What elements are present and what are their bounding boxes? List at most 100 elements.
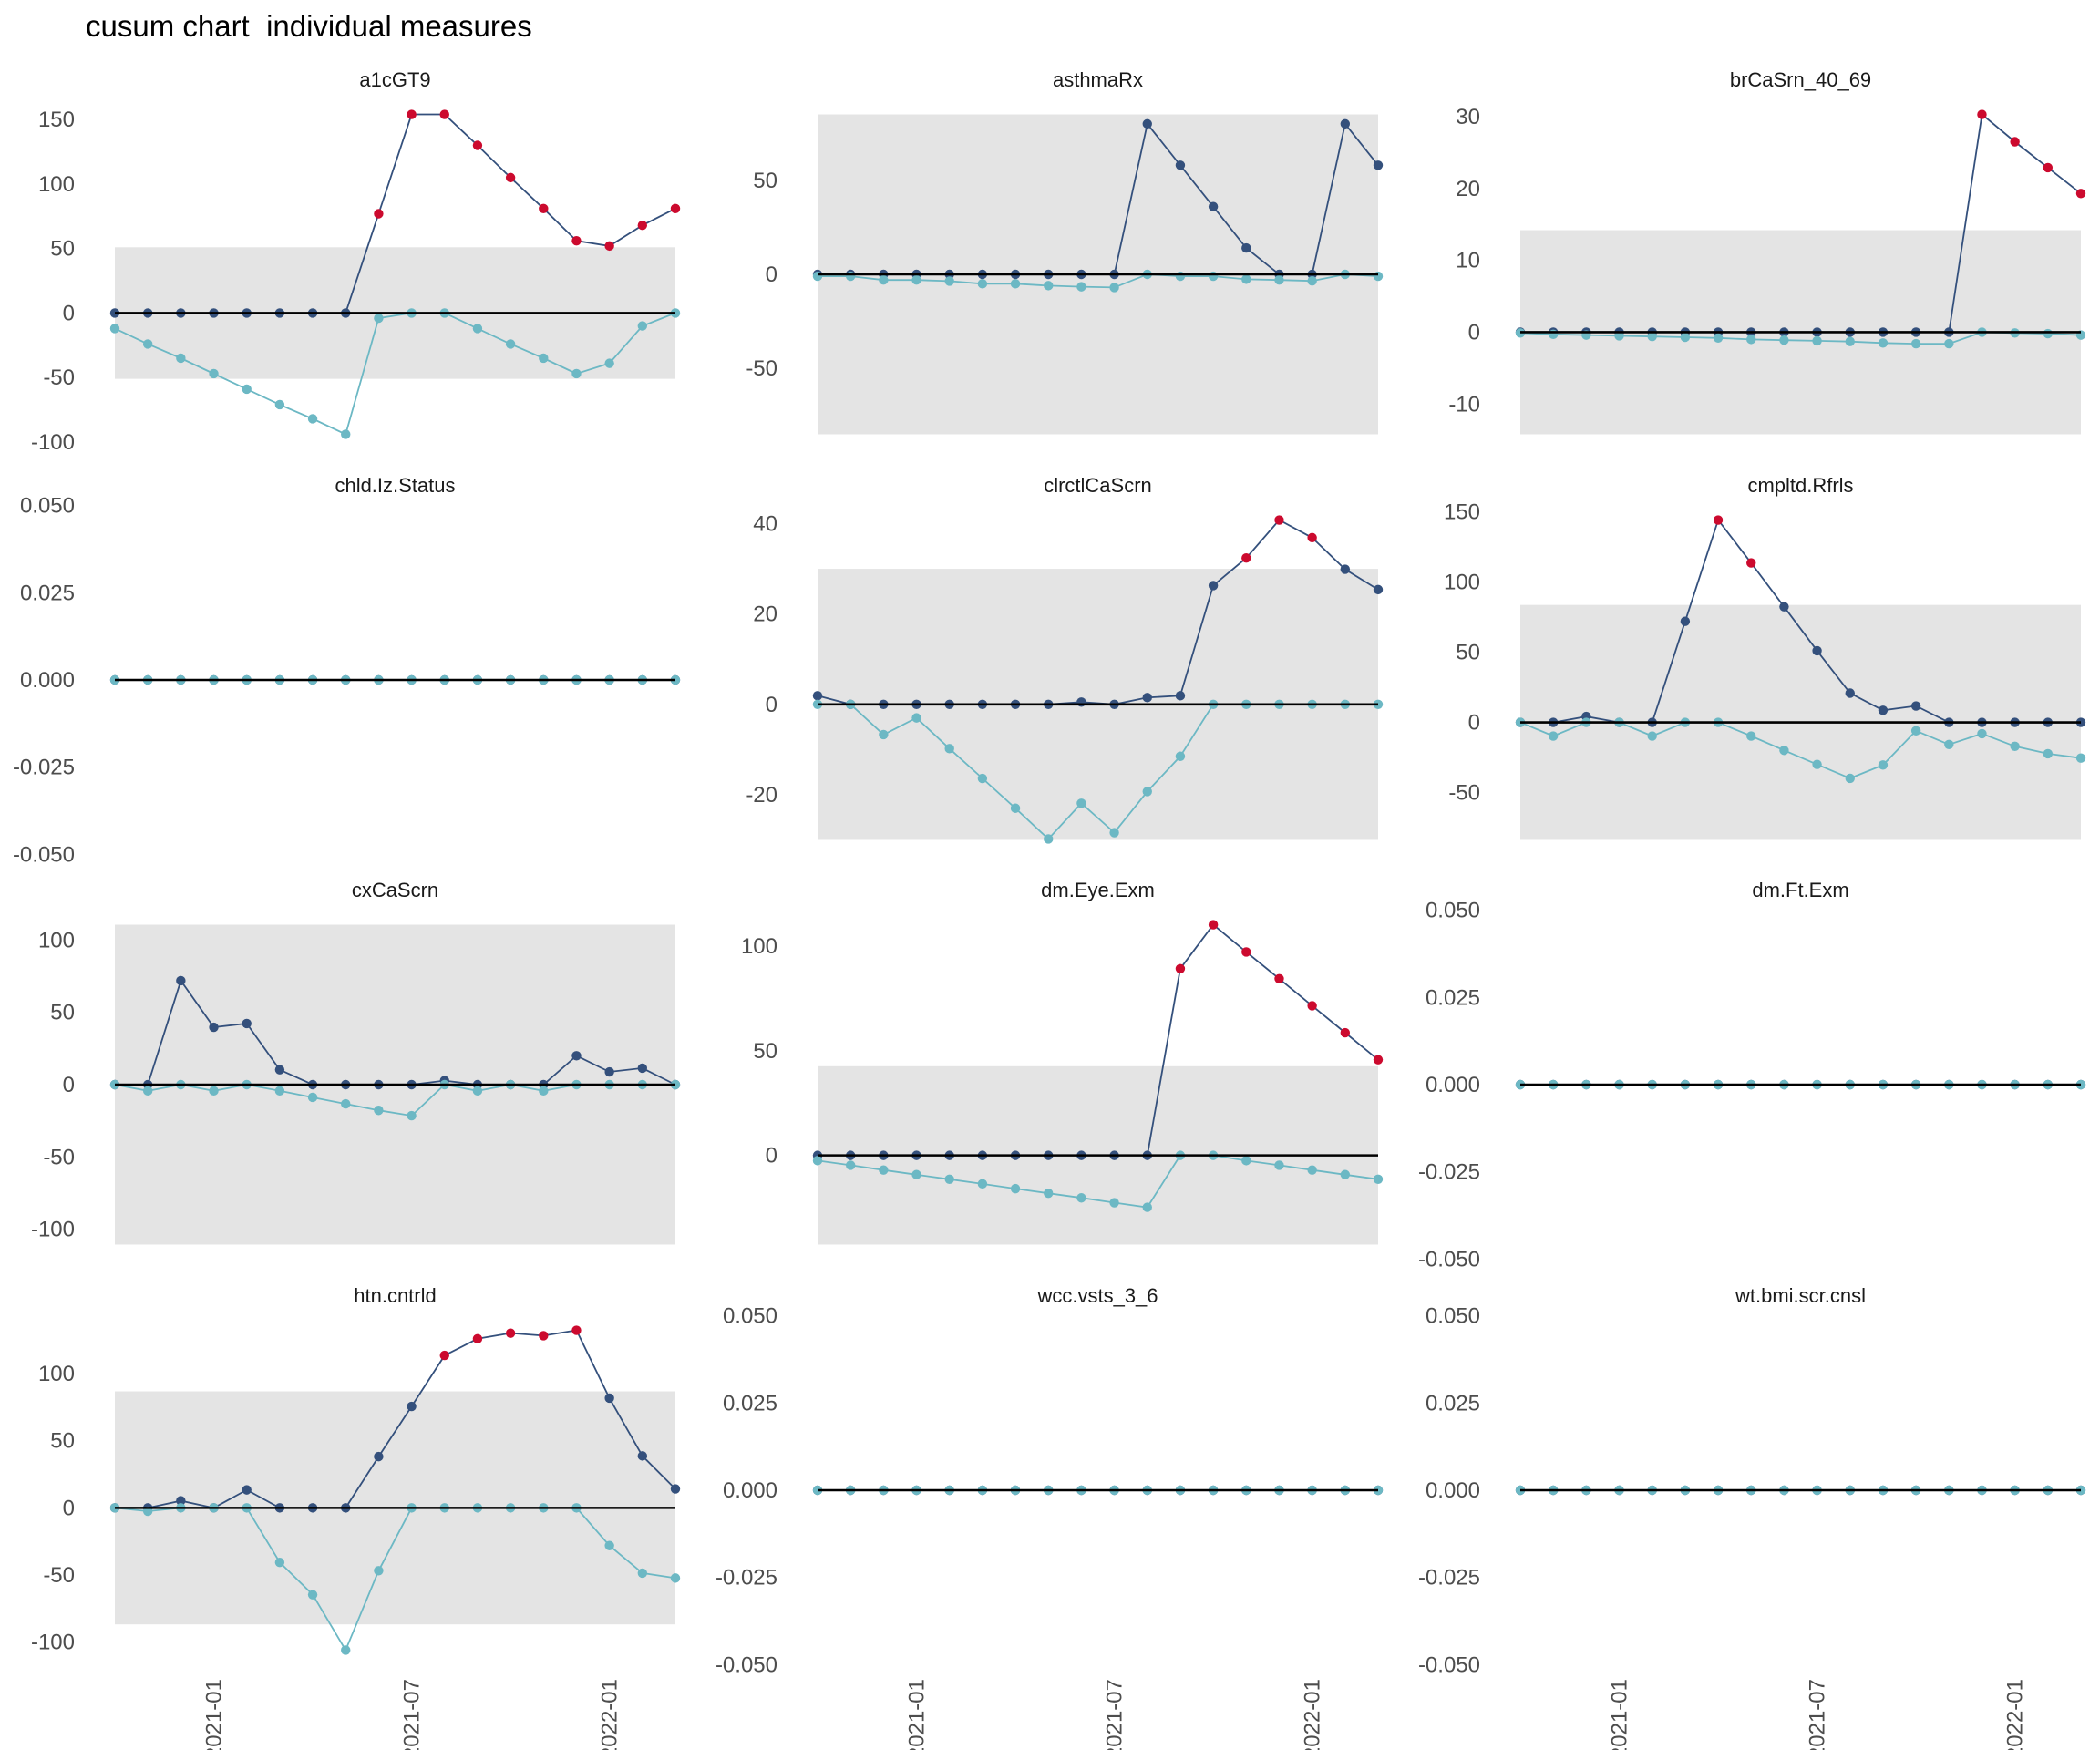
- lower-cusum-point: [1845, 773, 1855, 784]
- y-tick-label: 50: [1456, 640, 1480, 664]
- upper-cusum-point: [1340, 118, 1351, 129]
- y-tick-label: -50: [43, 1145, 75, 1169]
- lower-cusum-point: [1010, 1183, 1021, 1194]
- lower-cusum-point: [1241, 274, 1251, 284]
- lower-cusum-point: [604, 358, 614, 368]
- upper-cusum-point: [209, 1022, 219, 1033]
- y-tick-label: 0: [63, 301, 75, 325]
- lower-cusum-point: [374, 313, 384, 324]
- out-of-control-point: [539, 203, 549, 214]
- lower-cusum-point: [1175, 271, 1186, 282]
- lower-cusum-point: [1076, 1193, 1086, 1203]
- upper-cusum-point: [670, 1484, 681, 1494]
- lower-cusum-point: [1241, 1156, 1251, 1166]
- lower-cusum-point: [307, 414, 318, 424]
- y-tick-label: -50: [746, 356, 777, 381]
- y-tick-label: -50: [1448, 781, 1480, 806]
- panel-title: brCaSrn_40_69: [1730, 68, 1871, 91]
- y-tick-label: 0.025: [1426, 985, 1480, 1010]
- out-of-control-point: [505, 1328, 516, 1338]
- y-tick-label: -100: [31, 430, 75, 455]
- upper-cusum-point: [407, 1401, 417, 1412]
- x-tick-label: 2021-07: [1103, 1679, 1127, 1750]
- lower-cusum-point: [845, 271, 856, 282]
- facet-panel: htn.cntrld -100 -50 0 50 100 2021-01 2021-07 202…: [31, 1284, 681, 1750]
- lower-cusum-point: [1548, 731, 1559, 741]
- lower-cusum-point: [911, 274, 921, 285]
- lower-cusum-point: [977, 773, 988, 784]
- out-of-control-point: [637, 221, 648, 231]
- out-of-control-point: [374, 209, 384, 219]
- y-tick-label: -0.050: [13, 842, 75, 867]
- lower-cusum-point: [1910, 338, 1921, 349]
- lower-cusum-line: [817, 1154, 1379, 1209]
- out-of-control-point: [2043, 162, 2054, 173]
- upper-cusum-point: [1812, 645, 1822, 656]
- lower-cusum-point: [1647, 731, 1657, 741]
- y-tick-label: -0.050: [1418, 1247, 1480, 1271]
- lower-cusum-point: [977, 1179, 988, 1189]
- facet-panel: wt.bmi.scr.cnsl -0.050 -0.025 0.000 0.025 0.0…: [1418, 1284, 2086, 1750]
- lower-cusum-point: [209, 1086, 219, 1096]
- lower-cusum-point: [1812, 759, 1822, 769]
- lower-cusum-point: [1142, 1202, 1152, 1212]
- lower-cusum-point: [879, 274, 889, 285]
- lower-cusum-point: [374, 1566, 384, 1576]
- y-tick-label: -0.025: [13, 756, 75, 780]
- y-tick-label: 0: [766, 262, 777, 287]
- lower-cusum-point: [209, 368, 219, 379]
- out-of-control-point: [439, 109, 449, 119]
- facet-panel: a1cGT9 -100 -50 0 50 100 150: [31, 68, 681, 455]
- lower-cusum-point: [944, 276, 954, 286]
- lower-cusum-point: [1175, 751, 1186, 761]
- upper-cusum-point: [1175, 691, 1186, 701]
- lower-cusum-point: [1274, 274, 1284, 285]
- lower-cusum-point: [307, 1590, 318, 1600]
- lower-cusum-point: [1944, 739, 1954, 749]
- lower-cusum-point: [1977, 728, 1987, 739]
- x-tick-label: 2022-01: [598, 1679, 623, 1750]
- facet-panel: brCaSrn_40_69 -10 0 10 20 30: [1448, 68, 2086, 435]
- lower-cusum-point: [1878, 760, 1889, 770]
- upper-cusum-point: [1680, 616, 1691, 626]
- lower-cusum-point: [539, 1086, 549, 1096]
- lower-cusum-point: [2075, 753, 2086, 763]
- lower-cusum-point: [2010, 741, 2020, 751]
- lower-cusum-point: [1044, 281, 1054, 291]
- lower-cusum-point: [1614, 331, 1624, 341]
- out-of-control-point: [1977, 109, 1987, 119]
- upper-cusum-point: [1878, 705, 1889, 715]
- lower-cusum-point: [1307, 1165, 1317, 1175]
- y-tick-label: 100: [38, 928, 75, 952]
- out-of-control-point: [539, 1331, 549, 1341]
- upper-cusum-point: [1175, 160, 1186, 170]
- lower-cusum-point: [1910, 726, 1921, 736]
- lower-cusum-point: [1373, 1174, 1384, 1185]
- lower-cusum-point: [1373, 271, 1384, 282]
- out-of-control-point: [472, 140, 483, 150]
- out-of-control-point: [571, 236, 582, 246]
- out-of-control-point: [1713, 515, 1724, 525]
- panel-title: a1cGT9: [359, 68, 430, 91]
- lower-cusum-point: [142, 1086, 153, 1096]
- out-of-control-point: [1340, 1027, 1351, 1038]
- lower-cusum-point: [1044, 834, 1054, 844]
- lower-cusum-point: [571, 368, 582, 379]
- lower-cusum-point: [407, 1110, 417, 1121]
- x-tick-label: 2022-01: [1301, 1679, 1325, 1750]
- lower-cusum-point: [374, 1106, 384, 1116]
- upper-cusum-point: [1845, 688, 1855, 698]
- out-of-control-point: [2010, 137, 2020, 147]
- lower-cusum-point: [307, 1092, 318, 1103]
- lower-cusum-point: [341, 429, 351, 439]
- y-tick-label: 20: [753, 602, 777, 627]
- y-tick-label: 0.025: [1426, 1391, 1480, 1415]
- y-tick-label: 0.000: [723, 1478, 777, 1503]
- y-tick-label: 0.050: [20, 494, 75, 519]
- lower-cusum-point: [944, 1174, 954, 1185]
- upper-cusum-point: [1340, 564, 1351, 574]
- lower-cusum-point: [341, 1098, 351, 1109]
- lower-cusum-point: [1076, 798, 1086, 808]
- y-tick-label: 0.050: [1426, 1304, 1480, 1329]
- x-tick-label: 2021-07: [1806, 1679, 1830, 1750]
